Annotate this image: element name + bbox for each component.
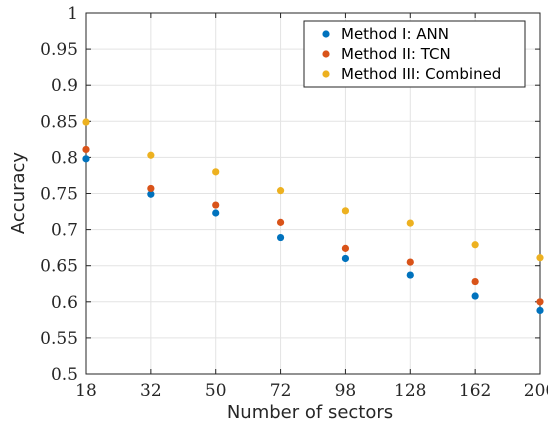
legend-label: Method II: TCN	[341, 45, 451, 63]
x-tick-label: 50	[205, 381, 227, 401]
data-points	[82, 118, 544, 315]
data-point	[212, 201, 220, 209]
data-point	[471, 277, 479, 286]
data-point	[536, 298, 544, 306]
y-tick-label: 0.95	[40, 40, 78, 60]
y-tick-label: 0.7	[51, 221, 78, 241]
data-point	[406, 258, 414, 266]
x-tick-label: 162	[459, 381, 491, 401]
y-tick-label: 0.65	[40, 257, 78, 277]
legend-label: Method I: ANN	[341, 25, 449, 43]
data-point	[536, 306, 544, 315]
data-point	[471, 292, 479, 300]
data-point	[406, 219, 414, 227]
data-point	[276, 187, 285, 195]
legend-marker	[322, 30, 330, 38]
y-tick-label: 0.75	[40, 185, 78, 205]
axis-ticks: 18 32 50 72 98 128 162 200 0.5 0.55 0.6 0.65 0.7 0.75…	[40, 4, 548, 401]
y-tick-label: 0.55	[40, 329, 78, 349]
x-tick-label: 128	[394, 381, 426, 401]
legend-label: Method III: Combined	[341, 65, 501, 83]
legend-marker	[322, 50, 330, 58]
x-tick-label: 72	[270, 381, 292, 401]
data-point	[276, 233, 285, 242]
data-point	[147, 151, 155, 159]
data-point	[471, 241, 479, 249]
x-tick-label: 200	[524, 381, 548, 401]
legend: Method I: ANN Method II: TCN Method III: C…	[303, 20, 526, 88]
y-tick-label: 0.6	[51, 293, 78, 313]
data-point	[212, 209, 220, 217]
data-point	[147, 184, 155, 193]
data-point	[276, 218, 285, 226]
data-point	[147, 190, 155, 198]
data-point	[212, 168, 220, 176]
data-point	[341, 207, 350, 215]
y-tick-label: 0.85	[40, 112, 78, 132]
y-tick-label: 0.9	[51, 76, 78, 96]
data-point	[82, 145, 90, 154]
x-tick-label: 18	[75, 381, 97, 401]
data-point	[82, 118, 90, 126]
y-axis-label: Accuracy	[8, 152, 29, 235]
legend-marker	[322, 70, 330, 78]
series-2	[82, 145, 544, 306]
x-tick-label: 98	[335, 381, 357, 401]
legend-box	[303, 20, 526, 88]
data-point	[341, 254, 350, 263]
x-axis-label: Number of sectors	[227, 402, 393, 423]
y-tick-label: 0.5	[51, 365, 78, 385]
x-tick-label: 32	[140, 381, 162, 401]
y-tick-label: 1	[67, 4, 78, 24]
data-point	[341, 244, 350, 252]
data-point	[536, 254, 544, 262]
series-1	[82, 155, 544, 315]
data-point	[406, 271, 414, 279]
data-point	[82, 155, 90, 163]
y-tick-label: 0.8	[51, 148, 78, 168]
series-3	[82, 118, 544, 262]
